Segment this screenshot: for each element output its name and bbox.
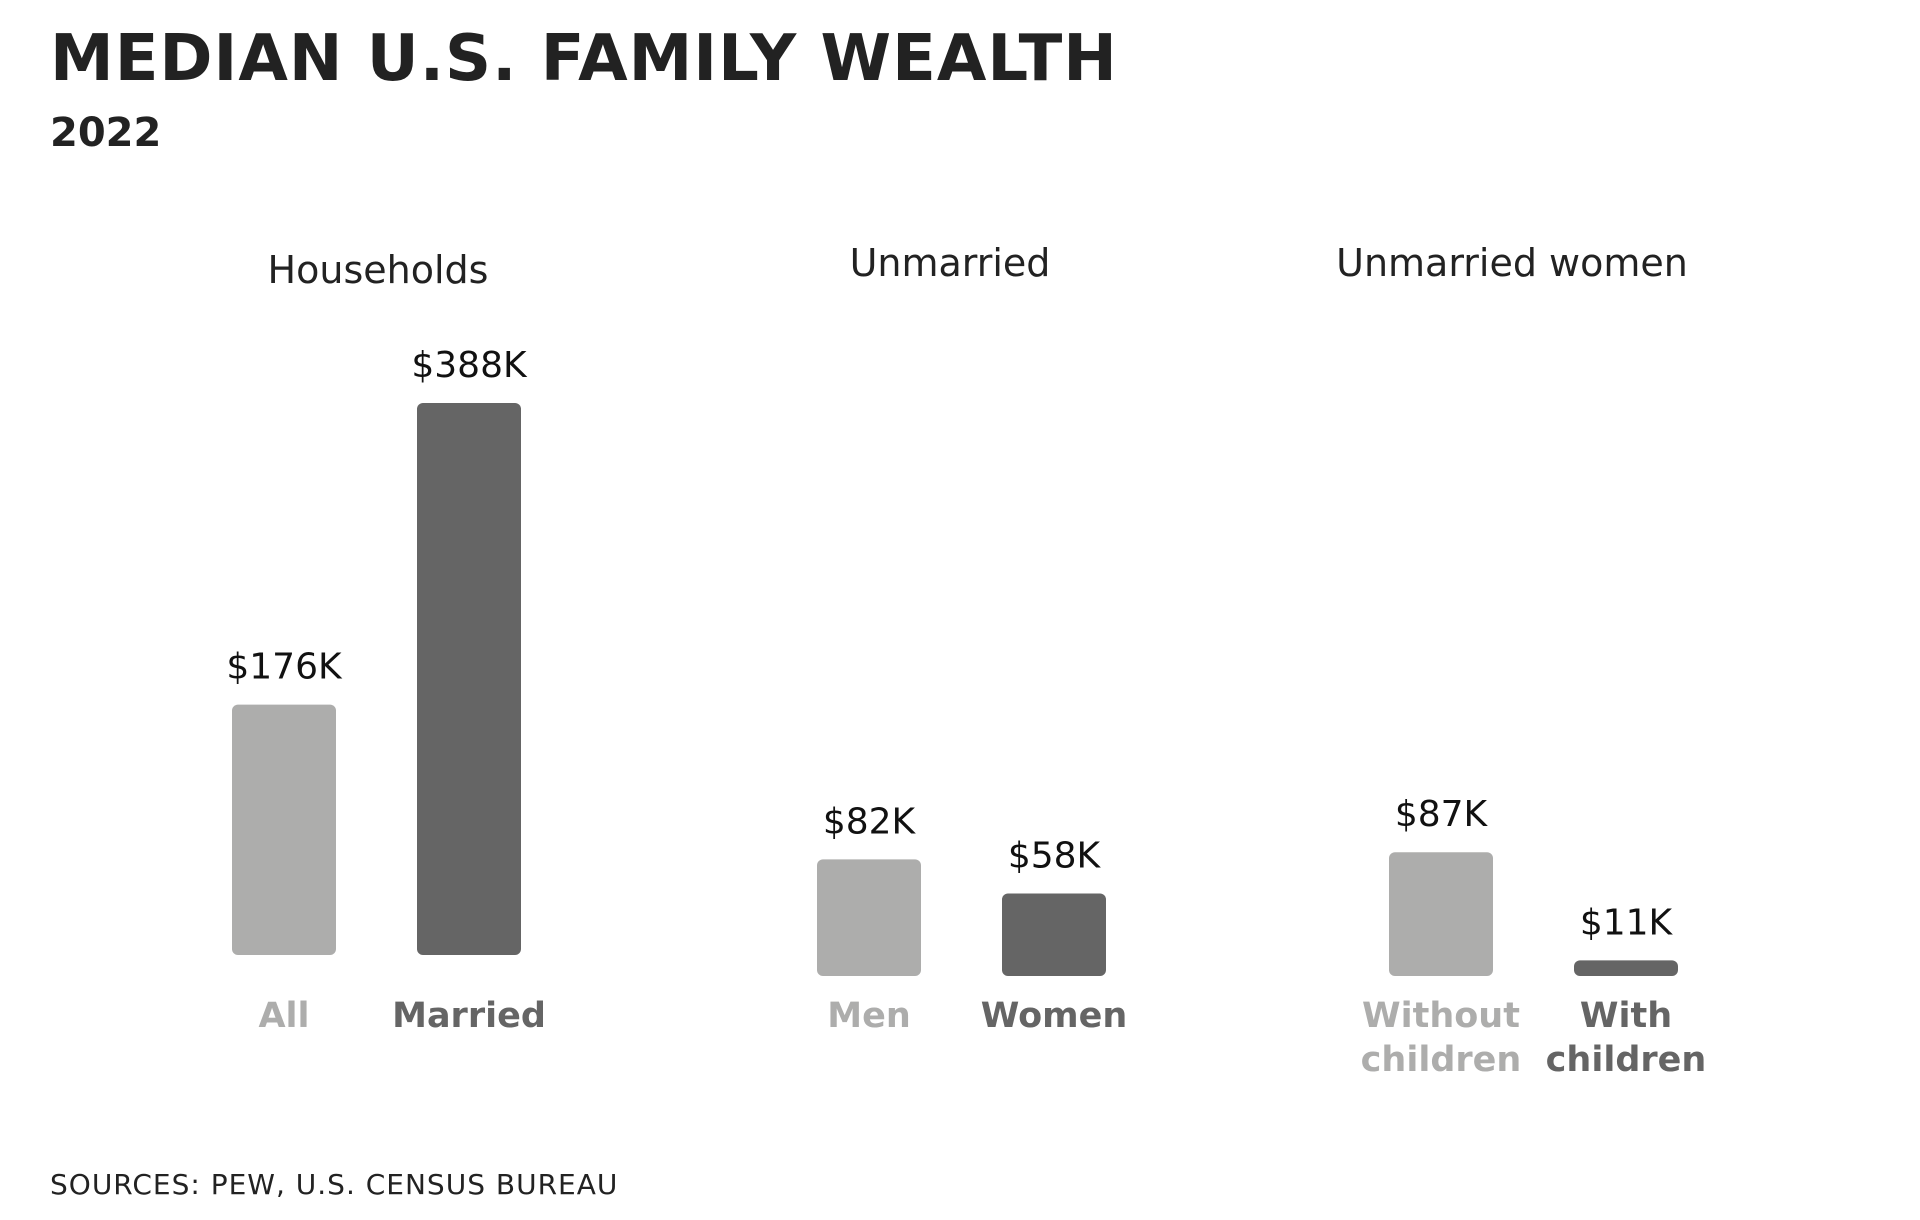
bar-3-2 [1574,960,1678,976]
bar-2-1 [817,859,921,976]
panel-1-title: Households [268,248,489,292]
chart-subtitle: 2022 [50,110,162,156]
category-label-3-2: With children [1546,996,1707,1080]
value-label-3-1: $87K [1395,794,1489,835]
category-label-3-1: Without children [1361,996,1522,1080]
panel-2-title: Unmarried [850,241,1051,285]
source-note: SOURCES: PEW, U.S. CENSUS BUREAU [50,1168,619,1201]
bar-1-1 [232,704,336,955]
bar-2-2 [1002,893,1106,976]
category-label-1-2: Married [392,996,546,1036]
value-label-2-1: $82K [823,801,917,842]
value-label-3-2: $11K [1580,902,1674,943]
category-label-1-1: All [258,996,309,1036]
value-label-1-1: $176K [226,647,343,688]
value-label-1-2: $388K [411,345,528,386]
category-label-2-1: Men [827,996,910,1036]
panel-3-title: Unmarried women [1336,241,1688,285]
bar-1-2 [417,403,521,955]
chart-title: MEDIAN U.S. FAMILY WEALTH [50,22,1118,96]
category-label-2-2: Women [981,996,1128,1036]
bar-3-1 [1389,852,1493,976]
value-label-2-2: $58K [1008,835,1102,876]
